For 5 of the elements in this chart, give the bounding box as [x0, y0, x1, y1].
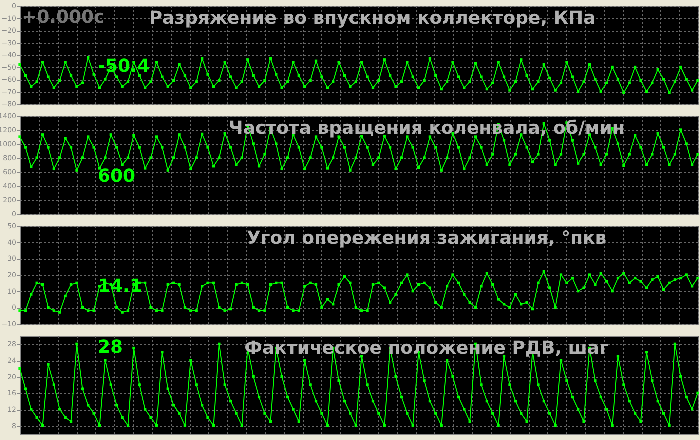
annotation: 600	[98, 166, 136, 187]
annotation: 28	[98, 337, 124, 358]
annotation: +0.000с	[22, 7, 105, 28]
chart-title: Угол опережения зажигания, °пкв	[246, 228, 607, 249]
chart-title: Разряжение во впускном коллекторе, КПа	[149, 8, 596, 29]
